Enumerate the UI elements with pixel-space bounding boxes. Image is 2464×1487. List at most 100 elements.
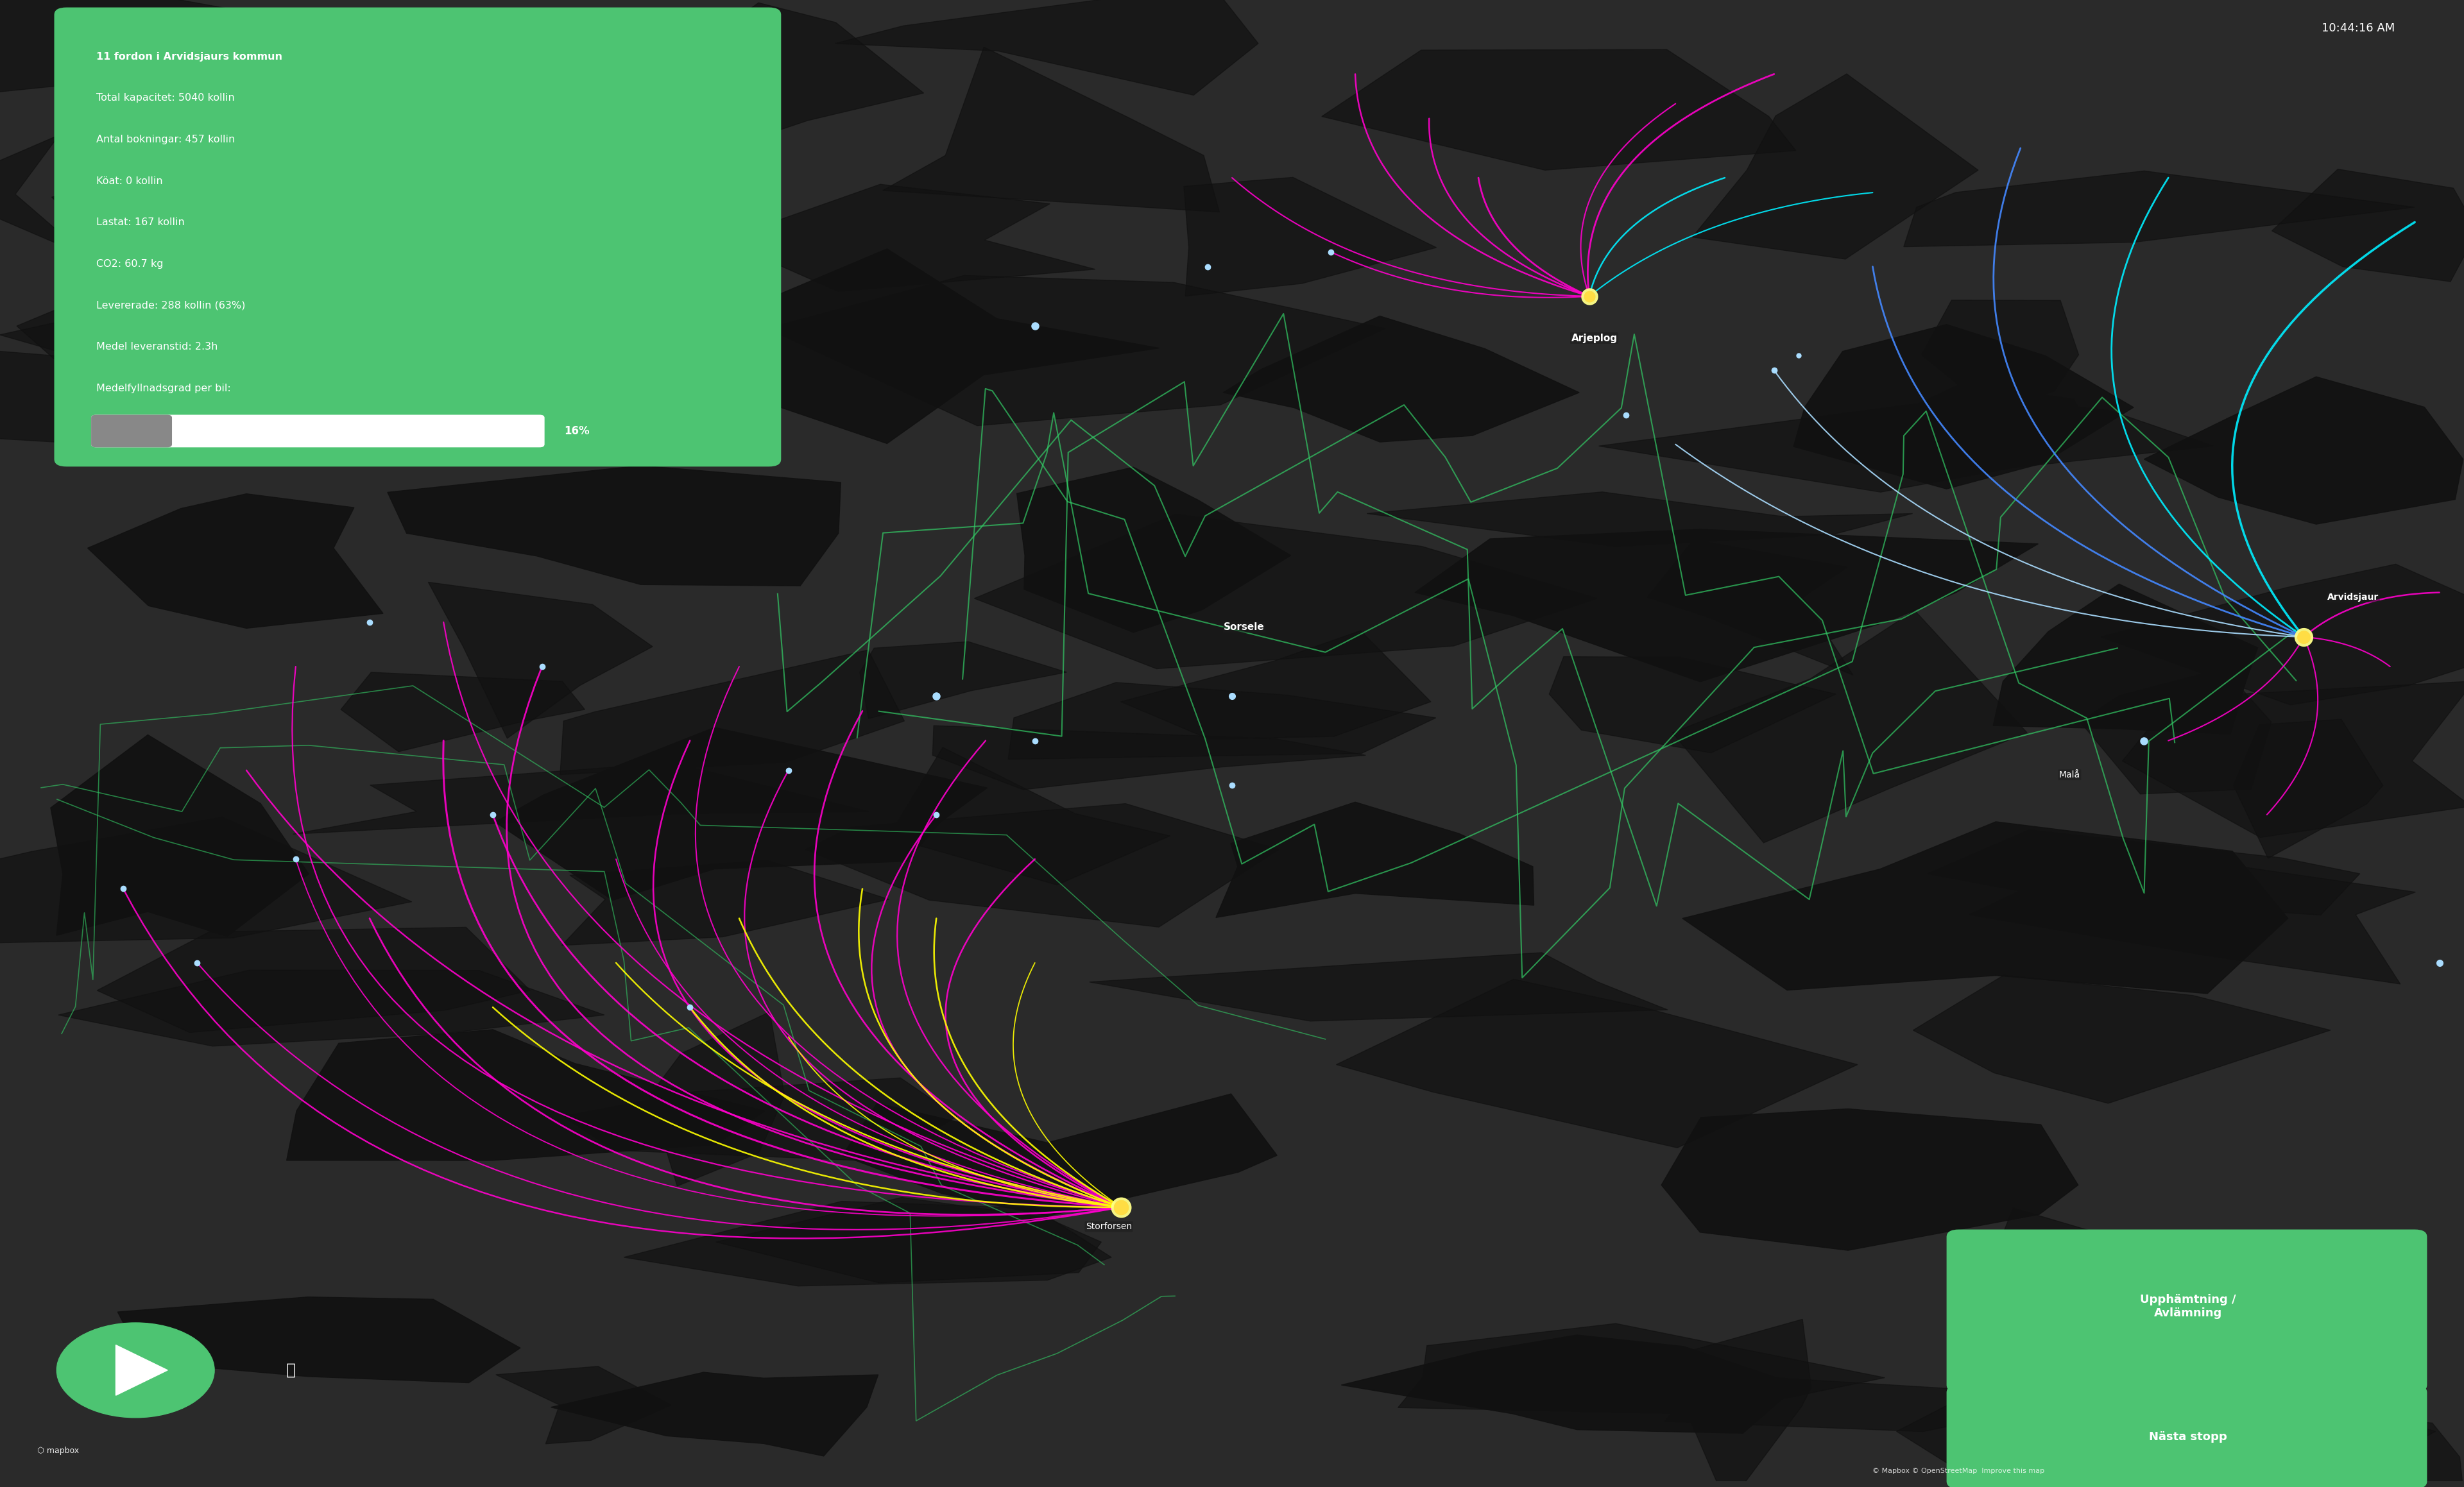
- Polygon shape: [1215, 801, 1535, 917]
- Text: 16%: 16%: [564, 425, 589, 437]
- Polygon shape: [806, 803, 1279, 926]
- Polygon shape: [1648, 540, 1853, 675]
- Polygon shape: [340, 672, 584, 751]
- Polygon shape: [2326, 1419, 2464, 1487]
- Polygon shape: [1927, 830, 2361, 915]
- Polygon shape: [293, 763, 867, 834]
- Polygon shape: [1335, 980, 1858, 1148]
- Polygon shape: [1693, 74, 1979, 259]
- Polygon shape: [0, 349, 328, 451]
- Polygon shape: [835, 0, 1259, 95]
- Polygon shape: [2144, 376, 2464, 525]
- Polygon shape: [715, 248, 1158, 443]
- Polygon shape: [552, 1373, 877, 1456]
- Polygon shape: [1599, 396, 2213, 492]
- Polygon shape: [973, 515, 1597, 669]
- Polygon shape: [266, 257, 549, 366]
- Polygon shape: [387, 465, 840, 586]
- Polygon shape: [1018, 467, 1291, 632]
- Text: Levererade: 288 kollin (63%): Levererade: 288 kollin (63%): [96, 300, 246, 311]
- Text: ⬡ mapbox: ⬡ mapbox: [37, 1447, 79, 1454]
- Polygon shape: [17, 248, 362, 401]
- Polygon shape: [495, 727, 988, 900]
- Polygon shape: [717, 1197, 1101, 1283]
- Polygon shape: [1981, 1207, 2210, 1365]
- Polygon shape: [1368, 492, 1912, 546]
- Text: Arvidsjaur: Arvidsjaur: [2328, 592, 2378, 601]
- Polygon shape: [1676, 1319, 1811, 1487]
- Polygon shape: [559, 650, 904, 775]
- Polygon shape: [722, 184, 1094, 291]
- FancyBboxPatch shape: [1947, 1230, 2427, 1392]
- Polygon shape: [2232, 720, 2383, 858]
- Polygon shape: [59, 970, 604, 1047]
- Text: Nästa stopp: Nästa stopp: [2149, 1430, 2227, 1442]
- Polygon shape: [1683, 822, 2289, 993]
- FancyBboxPatch shape: [91, 415, 172, 448]
- Polygon shape: [1321, 49, 1796, 170]
- Polygon shape: [1550, 657, 1836, 752]
- FancyBboxPatch shape: [54, 7, 781, 467]
- Text: Medel leveranstid: 2.3h: Medel leveranstid: 2.3h: [96, 342, 217, 352]
- Polygon shape: [1993, 584, 2257, 735]
- Polygon shape: [843, 1094, 1276, 1216]
- Polygon shape: [1089, 953, 1668, 1022]
- Text: CO2: 60.7 kg: CO2: 60.7 kg: [96, 259, 163, 269]
- Polygon shape: [882, 48, 1220, 213]
- Polygon shape: [429, 583, 653, 739]
- Polygon shape: [860, 642, 1067, 718]
- Text: © Mapbox © OpenStreetMap  Improve this map: © Mapbox © OpenStreetMap Improve this ma…: [1873, 1468, 2045, 1474]
- Polygon shape: [1897, 1361, 2434, 1487]
- Text: Arjeplog: Arjeplog: [1572, 333, 1616, 343]
- Polygon shape: [1922, 300, 2080, 410]
- Polygon shape: [1794, 324, 2134, 489]
- Text: Upphämtning /
Avlämning: Upphämtning / Avlämning: [2141, 1294, 2235, 1319]
- Polygon shape: [0, 135, 89, 257]
- Polygon shape: [636, 3, 924, 152]
- Circle shape: [57, 1323, 214, 1417]
- Polygon shape: [0, 818, 411, 944]
- Text: Antal bokningar: 457 kollin: Antal bokningar: 457 kollin: [96, 135, 234, 144]
- Polygon shape: [931, 726, 1365, 790]
- Polygon shape: [1414, 529, 2038, 683]
- Text: Sorsele: Sorsele: [1225, 622, 1264, 632]
- Text: 10:44:16 AM: 10:44:16 AM: [2321, 22, 2395, 34]
- Polygon shape: [2080, 668, 2272, 794]
- Text: Total kapacitet: 5040 kollin: Total kapacitet: 5040 kollin: [96, 94, 234, 103]
- Polygon shape: [286, 1029, 764, 1160]
- Polygon shape: [1673, 610, 2028, 843]
- Polygon shape: [1008, 683, 1437, 760]
- Polygon shape: [0, 271, 747, 413]
- Polygon shape: [278, 260, 495, 424]
- Polygon shape: [89, 494, 382, 629]
- Polygon shape: [2272, 170, 2464, 281]
- Polygon shape: [650, 1011, 784, 1187]
- Polygon shape: [623, 1201, 1111, 1286]
- Polygon shape: [52, 174, 313, 254]
- Polygon shape: [562, 861, 890, 946]
- Polygon shape: [2102, 564, 2464, 705]
- Polygon shape: [766, 275, 1385, 425]
- Text: 11 fordon i Arvidsjaurs kommun: 11 fordon i Arvidsjaurs kommun: [96, 52, 283, 61]
- Polygon shape: [0, 0, 490, 95]
- Polygon shape: [1912, 975, 2331, 1103]
- Polygon shape: [1661, 1109, 2077, 1251]
- Polygon shape: [365, 114, 737, 190]
- FancyBboxPatch shape: [91, 415, 545, 448]
- Polygon shape: [495, 1367, 670, 1444]
- Polygon shape: [118, 1297, 520, 1383]
- Polygon shape: [2122, 681, 2464, 837]
- Text: Lastat: 167 kollin: Lastat: 167 kollin: [96, 217, 185, 228]
- Text: Köat: 0 kollin: Köat: 0 kollin: [96, 177, 163, 186]
- Polygon shape: [1397, 1323, 1885, 1414]
- Polygon shape: [1905, 171, 2415, 247]
- Polygon shape: [1880, 384, 2087, 467]
- Polygon shape: [52, 735, 308, 937]
- Polygon shape: [1121, 630, 1432, 739]
- Polygon shape: [96, 928, 530, 1032]
- Polygon shape: [1183, 177, 1437, 296]
- Polygon shape: [1969, 848, 2415, 984]
- Polygon shape: [1340, 1335, 1799, 1433]
- Text: Storforsen: Storforsen: [1087, 1222, 1131, 1231]
- Polygon shape: [562, 1078, 956, 1161]
